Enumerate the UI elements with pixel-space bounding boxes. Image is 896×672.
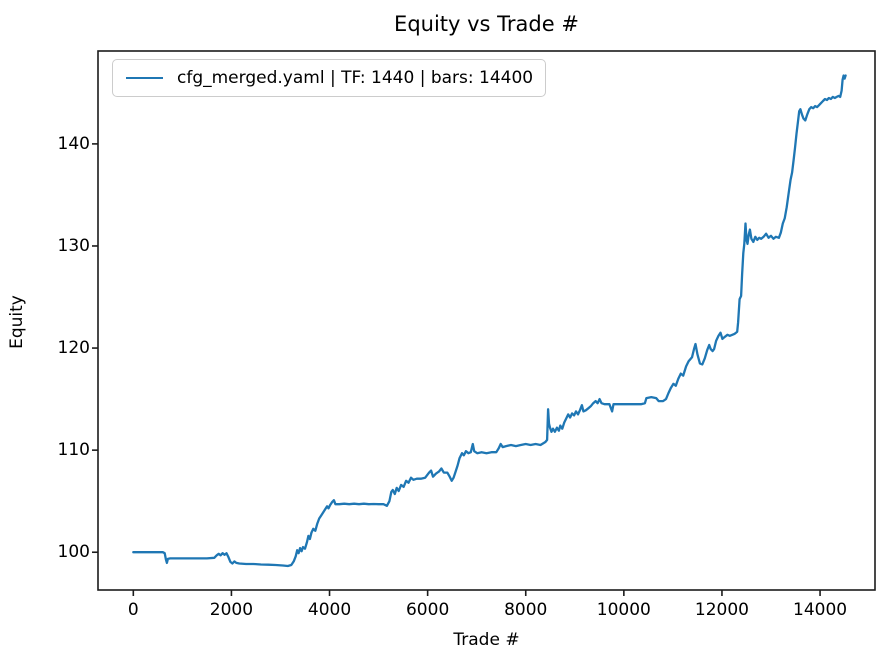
y-tick-label: 100: [57, 542, 90, 563]
x-tick-label: 4000: [307, 600, 352, 620]
y-axis-label: Equity: [7, 295, 27, 349]
plot-spine: [97, 50, 876, 591]
legend-label: cfg_merged.yaml | TF: 1440 | bars: 14400: [177, 68, 534, 88]
equity-curve: [132, 74, 847, 568]
y-tick-label: 110: [57, 440, 90, 461]
x-tick-label: 0: [127, 600, 139, 620]
figure-title: Equity vs Trade #: [394, 12, 579, 36]
x-tick-label: 2000: [209, 600, 254, 620]
y-tick-label: 130: [57, 235, 90, 256]
x-tick-label: 6000: [405, 600, 450, 620]
x-tick-label: 14000: [793, 600, 848, 620]
legend-line-sample-icon: [126, 77, 163, 79]
y-tick-label: 140: [57, 133, 90, 154]
x-tick-label: 8000: [504, 600, 548, 620]
legend: cfg_merged.yaml | TF: 1440 | bars: 14400: [112, 59, 547, 97]
x-tick-label: 10000: [596, 600, 651, 620]
x-tick-label: 12000: [694, 600, 749, 620]
x-axis-label: Trade #: [453, 630, 520, 650]
y-tick-label: 120: [57, 338, 90, 359]
